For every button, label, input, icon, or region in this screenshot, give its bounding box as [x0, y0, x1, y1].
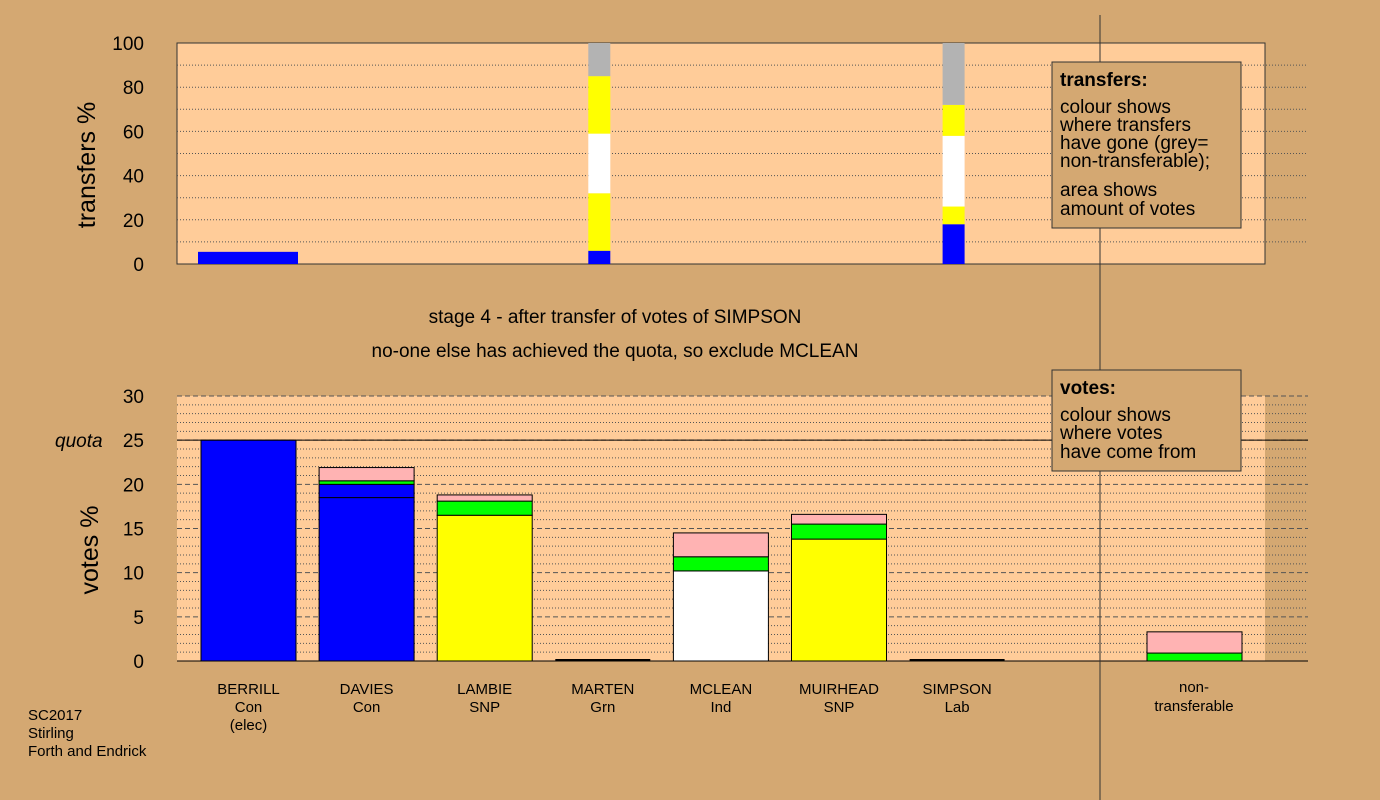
candidate-name: MUIRHEAD: [799, 681, 879, 698]
y-tick-label: 15: [123, 520, 144, 541]
vote-segment-davies-con: [318, 483, 415, 499]
candidate-party: Lab: [945, 699, 970, 716]
transfer-segment-simpson-con: [942, 224, 965, 264]
vote-segment-mclean-grn: [672, 556, 769, 572]
transfer-segment-berrill-con: [198, 251, 298, 264]
vote-segment-davies-grn: [318, 480, 415, 485]
votes-y-ticks: 0 5 10 15 20 25 30: [123, 387, 144, 673]
transfers-legend-line: have gone (grey=: [1060, 133, 1208, 154]
candidate-party: SNP: [469, 699, 500, 716]
candidate-party: Con: [235, 699, 263, 716]
candidate-note: (elec): [230, 717, 268, 734]
vote-segment-nontransferable-grn: [1146, 652, 1243, 662]
candidate-party: Con: [353, 699, 381, 716]
votes-legend-line: where votes: [1059, 423, 1162, 444]
y-tick-label: 20: [123, 475, 144, 496]
transfer-segment-simpson-snp: [942, 104, 965, 136]
votes-bars: [200, 439, 1243, 662]
transfers-legend: transfers: colour shows where transfers …: [1051, 61, 1242, 229]
votes-legend: votes: colour shows where votes have com…: [1051, 369, 1242, 472]
candidate-party: Grn: [590, 699, 615, 716]
y-tick-label: 0: [133, 255, 144, 276]
transfer-segment-marten-nontransferable: [588, 43, 611, 77]
vote-segment-lambie-grn: [436, 500, 533, 516]
candidate-name: DAVIES: [340, 681, 394, 698]
vote-segment-muirhead-lab: [791, 513, 887, 525]
vote-segment-lambie-lab: [436, 494, 533, 502]
action-message: no-one else has achieved the quota, so e…: [372, 341, 859, 362]
footer-ward: Forth and Endrick: [28, 743, 147, 760]
transfer-segment-marten-snp: [588, 76, 611, 134]
transfers-legend-line: where transfers: [1059, 115, 1191, 136]
transfers-legend-line: amount of votes: [1060, 199, 1195, 220]
y-tick-label: 0: [133, 652, 144, 673]
transfer-segment-simpson-ind: [942, 135, 965, 207]
vote-segment-davies-lab: [318, 467, 415, 482]
y-tick-label: 60: [123, 122, 144, 143]
y-tick-label: 5: [133, 608, 144, 629]
votes-legend-box: [1051, 369, 1242, 472]
transfer-segment-marten-snp: [588, 193, 611, 251]
candidate-name: SIMPSON: [923, 681, 992, 698]
candidate-name: MCLEAN: [690, 681, 753, 698]
votes-y-axis-title: votes %: [76, 506, 104, 595]
vote-segment-lambie-snp: [436, 514, 533, 662]
transfer-segment-marten-con: [588, 250, 611, 264]
vote-segment-mclean-ind: [672, 570, 769, 662]
candidate-labels: BERRILLCon(elec)DAVIESConLAMBIESNPMARTEN…: [217, 679, 1233, 734]
vote-segment-berrill-con: [200, 439, 297, 662]
y-tick-label: 25: [123, 431, 144, 452]
transfers-legend-line: colour shows: [1060, 97, 1171, 118]
y-tick-label: 80: [123, 78, 144, 99]
vote-segment-davies-con: [318, 497, 415, 662]
footer-council: Stirling: [28, 725, 74, 742]
votes-legend-line: colour shows: [1060, 405, 1171, 426]
vote-segment-muirhead-grn: [791, 523, 887, 540]
candidate-name: LAMBIE: [457, 681, 512, 698]
votes-legend-line: have come from: [1060, 442, 1196, 463]
y-tick-label: 30: [123, 387, 144, 408]
transfers-legend-line: area shows: [1060, 180, 1157, 201]
transfers-y-axis-title: transfers %: [73, 102, 101, 228]
quota-label: quota: [55, 431, 103, 452]
nontransferable-label: transferable: [1154, 698, 1233, 715]
candidate-name: MARTEN: [571, 681, 634, 698]
y-tick-label: 20: [123, 211, 144, 232]
transfer-segment-simpson-snp: [942, 206, 965, 225]
stage-message: stage 4 - after transfer of votes of SIM…: [429, 307, 802, 328]
nontransferable-label: non-: [1179, 679, 1209, 696]
vote-segment-mclean-lab: [672, 532, 769, 558]
candidate-party: Ind: [710, 699, 731, 716]
transfers-bars: [198, 43, 965, 264]
transfers-legend-line: non-transferable);: [1060, 151, 1210, 172]
transfer-segment-simpson-nontransferable: [942, 43, 965, 105]
vote-segment-nontransferable-lab: [1146, 631, 1243, 654]
transfers-legend-title: transfers:: [1060, 70, 1148, 91]
footer-election: SC2017: [28, 707, 82, 724]
y-tick-label: 40: [123, 167, 144, 188]
candidate-party: SNP: [824, 699, 855, 716]
y-tick-label: 100: [112, 34, 144, 55]
transfers-legend-box: [1051, 61, 1242, 229]
y-tick-label: 10: [123, 564, 144, 585]
votes-legend-title: votes:: [1060, 378, 1116, 399]
transfers-y-ticks: 0 20 40 60 80 100: [112, 34, 144, 276]
transfer-segment-marten-ind: [588, 133, 611, 194]
vote-segment-muirhead-snp: [791, 538, 887, 662]
candidate-name: BERRILL: [217, 681, 280, 698]
